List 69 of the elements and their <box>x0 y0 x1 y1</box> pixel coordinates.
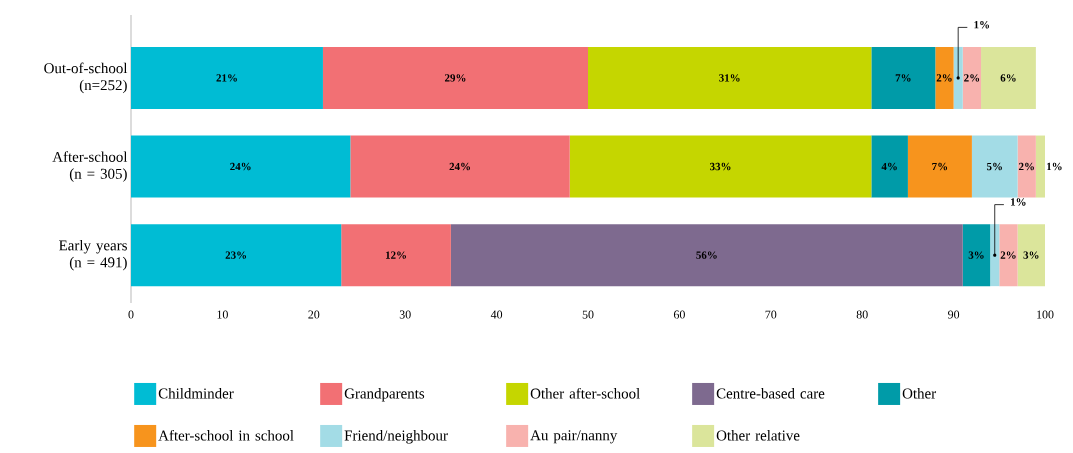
data-label: 21% <box>216 74 237 82</box>
legend-label: Other after-school <box>530 387 640 399</box>
y-tick-label: Early years (n = 491) <box>59 239 127 271</box>
x-tick-label: 60 <box>673 310 685 319</box>
legend-label: After-school in school <box>158 429 294 441</box>
x-tick-label: 90 <box>948 310 960 319</box>
bar <box>935 46 954 109</box>
legend-label: Centre-based care <box>716 388 825 399</box>
bar <box>131 135 351 198</box>
data-label: 24% <box>449 162 470 171</box>
bar <box>350 135 570 198</box>
data-label: 56% <box>696 251 717 259</box>
legend-label: Other relative <box>716 430 800 441</box>
bar <box>981 46 1036 109</box>
bar <box>999 224 1018 287</box>
bar <box>341 224 451 287</box>
data-label: 6% <box>1000 74 1016 82</box>
x-tick-label: 40 <box>490 310 503 319</box>
bar <box>907 135 972 198</box>
data-label: 7% <box>895 74 911 82</box>
bar <box>871 46 936 109</box>
data-label: 2% <box>1000 251 1016 259</box>
data-label: 23% <box>225 251 247 259</box>
data-label: 29% <box>444 74 466 82</box>
bar <box>953 46 963 109</box>
data-label: 2% <box>936 74 952 82</box>
legend-label: Friend/neighbour <box>344 430 448 444</box>
data-label: 1% <box>1047 162 1062 171</box>
data-label: 7% <box>932 162 948 171</box>
bar <box>322 46 588 109</box>
data-label: 5% <box>986 162 1002 171</box>
x-tick-label: 70 <box>765 310 777 319</box>
bar <box>962 46 982 109</box>
bar <box>990 224 1000 287</box>
data-label: 3% <box>1023 251 1039 259</box>
y-tick-label: After-school (n = 305) <box>52 151 128 182</box>
x-tick-label: 10 <box>217 310 228 319</box>
bar <box>871 135 908 198</box>
bar <box>450 224 963 287</box>
x-tick-label: 50 <box>582 310 594 319</box>
x-tick-label: 80 <box>856 310 868 319</box>
data-label: 1% <box>1011 198 1026 206</box>
data-label: 1% <box>974 21 989 29</box>
bar <box>1017 224 1046 287</box>
data-label: 12% <box>385 251 406 259</box>
data-label: 33% <box>709 162 731 171</box>
bar <box>131 46 323 109</box>
bar <box>569 135 872 198</box>
x-tick-label: 100 <box>1037 310 1054 319</box>
data-label: 2% <box>964 74 980 82</box>
bar <box>971 135 1018 198</box>
data-label: 24% <box>230 162 251 171</box>
data-label: 4% <box>881 162 897 171</box>
legend-label: Other <box>902 388 937 399</box>
y-tick-label: Out-of-school (n=252) <box>44 62 128 94</box>
bar <box>962 224 991 287</box>
bar <box>1017 135 1036 198</box>
x-tick-label: 20 <box>308 310 320 319</box>
bar <box>1035 135 1046 198</box>
bar <box>131 224 342 287</box>
data-label: 3% <box>968 251 984 259</box>
legend-label: Grandparents <box>344 388 425 402</box>
x-tick-label: 0 <box>128 310 134 319</box>
legend-label: Au pair/nanny <box>530 430 618 444</box>
data-label: 31% <box>719 74 740 82</box>
legend-label: Childminder <box>158 388 234 399</box>
data-label: 2% <box>1018 162 1034 171</box>
bar <box>588 46 872 109</box>
x-tick-label: 30 <box>399 310 411 319</box>
